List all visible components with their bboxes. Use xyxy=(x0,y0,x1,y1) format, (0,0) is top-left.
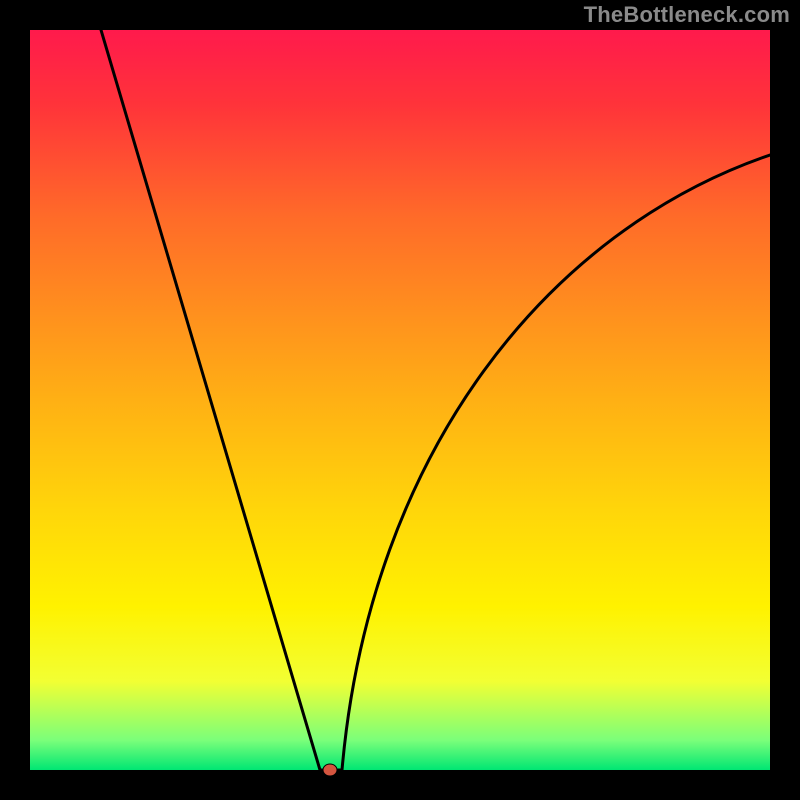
bottleneck-chart xyxy=(0,0,800,800)
watermark-text: TheBottleneck.com xyxy=(584,2,790,28)
marker-dot xyxy=(323,764,337,776)
chart-container: TheBottleneck.com xyxy=(0,0,800,800)
plot-area xyxy=(30,30,770,770)
